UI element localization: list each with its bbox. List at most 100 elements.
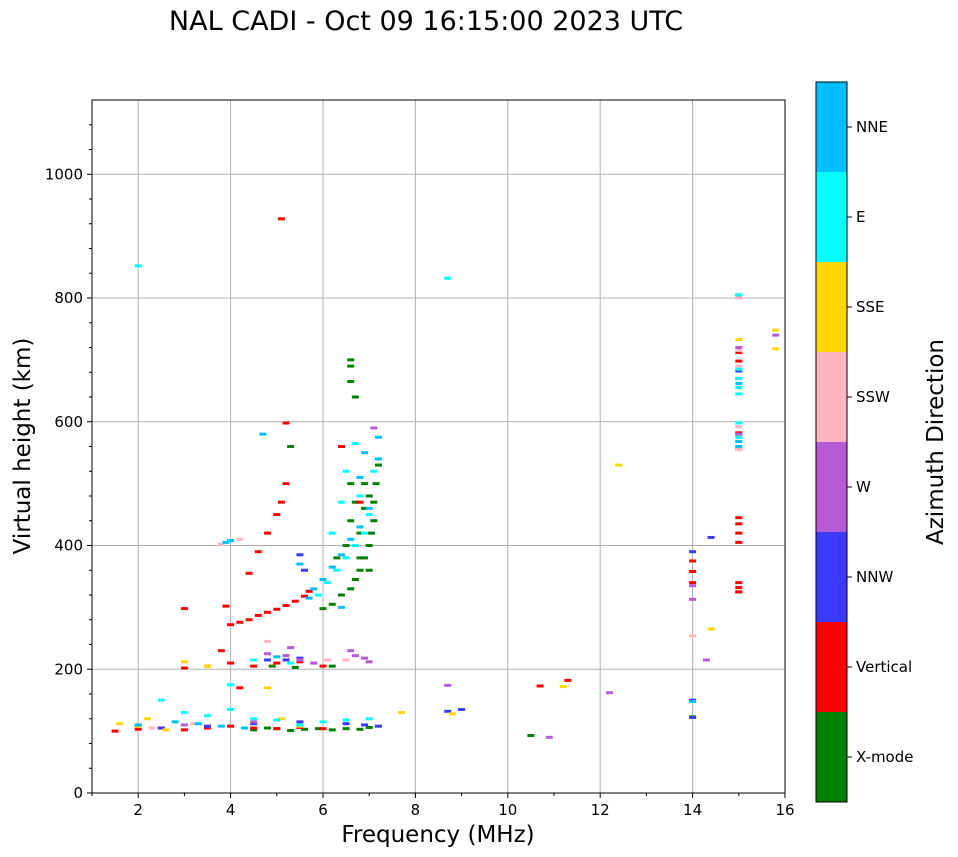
data-point <box>772 347 780 351</box>
data-point <box>337 445 345 448</box>
data-point <box>333 556 341 560</box>
data-point <box>296 553 304 557</box>
data-point <box>264 686 272 690</box>
data-point <box>707 535 715 539</box>
data-point <box>735 590 743 594</box>
data-point <box>296 660 304 664</box>
data-point <box>240 726 248 730</box>
colorbar: X-mode Vertical NNW W SSW SSE E NNE <box>815 81 913 803</box>
data-point <box>735 367 743 371</box>
data-point <box>296 562 304 566</box>
data-point <box>337 500 345 504</box>
data-point <box>365 725 373 729</box>
data-point <box>370 469 378 473</box>
data-point <box>301 568 309 572</box>
colorbar-tick-label: X-mode <box>856 748 913 766</box>
data-point <box>337 593 345 597</box>
x-tick-label: 10 <box>498 801 517 819</box>
data-point <box>305 596 313 600</box>
data-point <box>347 380 355 384</box>
data-point <box>291 599 299 603</box>
data-point <box>342 722 350 726</box>
data-point <box>204 664 211 668</box>
data-point <box>689 569 697 573</box>
data-point <box>282 421 290 425</box>
data-point <box>217 649 225 653</box>
colorbar-frame <box>815 81 848 803</box>
x-tick-label: 6 <box>318 801 328 819</box>
data-point <box>337 605 345 609</box>
data-point <box>735 440 743 444</box>
x-tick-label: 2 <box>133 801 143 819</box>
data-point <box>273 727 281 731</box>
data-point <box>564 678 572 682</box>
data-point <box>301 727 309 731</box>
colorbar-segment <box>816 172 847 262</box>
data-point <box>328 728 336 732</box>
data-point <box>735 293 743 297</box>
data-point <box>356 494 364 498</box>
data-point <box>735 386 743 390</box>
data-point <box>328 531 336 535</box>
data-point <box>356 525 364 529</box>
data-point <box>204 714 211 718</box>
data-point <box>735 516 743 520</box>
data-point <box>458 707 466 711</box>
data-point <box>351 578 359 582</box>
data-point <box>342 718 350 722</box>
data-point <box>347 364 355 368</box>
data-point <box>735 581 743 585</box>
data-point <box>351 544 359 547</box>
data-point <box>273 661 281 665</box>
data-point <box>772 333 780 337</box>
colorbar-tick-label: NNW <box>856 568 893 586</box>
x-tick-label: 12 <box>591 801 610 819</box>
data-point <box>287 661 295 665</box>
data-point <box>356 531 364 535</box>
data-point <box>772 328 780 332</box>
data-point <box>264 610 272 614</box>
plot-background <box>92 100 785 793</box>
data-point <box>735 337 743 341</box>
data-point <box>236 537 244 541</box>
data-point <box>351 441 359 445</box>
colorbar-label: Azimuth Direction <box>923 339 949 545</box>
data-point <box>324 658 332 662</box>
data-point <box>157 726 165 730</box>
data-point <box>351 500 359 504</box>
data-point <box>180 711 188 715</box>
data-point <box>347 587 355 591</box>
data-point <box>342 556 350 560</box>
data-point <box>689 584 697 588</box>
data-point <box>689 634 697 638</box>
data-point <box>217 724 225 728</box>
data-point <box>374 435 382 439</box>
data-point <box>365 660 373 664</box>
colorbar-tick-label: SSE <box>856 298 885 316</box>
data-point <box>735 540 743 544</box>
data-point <box>365 494 373 498</box>
data-point <box>361 656 369 660</box>
data-point <box>370 426 378 430</box>
data-point <box>227 707 235 711</box>
data-point <box>356 475 364 479</box>
data-point <box>254 550 262 554</box>
data-point <box>559 685 567 689</box>
data-point <box>370 519 378 523</box>
data-point <box>227 623 235 627</box>
data-point <box>134 264 142 268</box>
data-point <box>374 724 382 728</box>
data-point <box>319 578 327 582</box>
x-axis-label: Frequency (MHz) <box>341 822 534 848</box>
data-point <box>282 482 290 486</box>
data-point <box>615 463 623 467</box>
data-point <box>180 666 188 670</box>
data-point <box>277 217 285 221</box>
data-point <box>342 658 350 662</box>
y-tick-label: 200 <box>54 660 83 678</box>
data-point <box>227 661 235 665</box>
chart-title: NAL CADI - Oct 09 16:15:00 2023 UTC <box>168 6 684 37</box>
data-point <box>735 522 743 526</box>
data-point <box>689 699 697 703</box>
